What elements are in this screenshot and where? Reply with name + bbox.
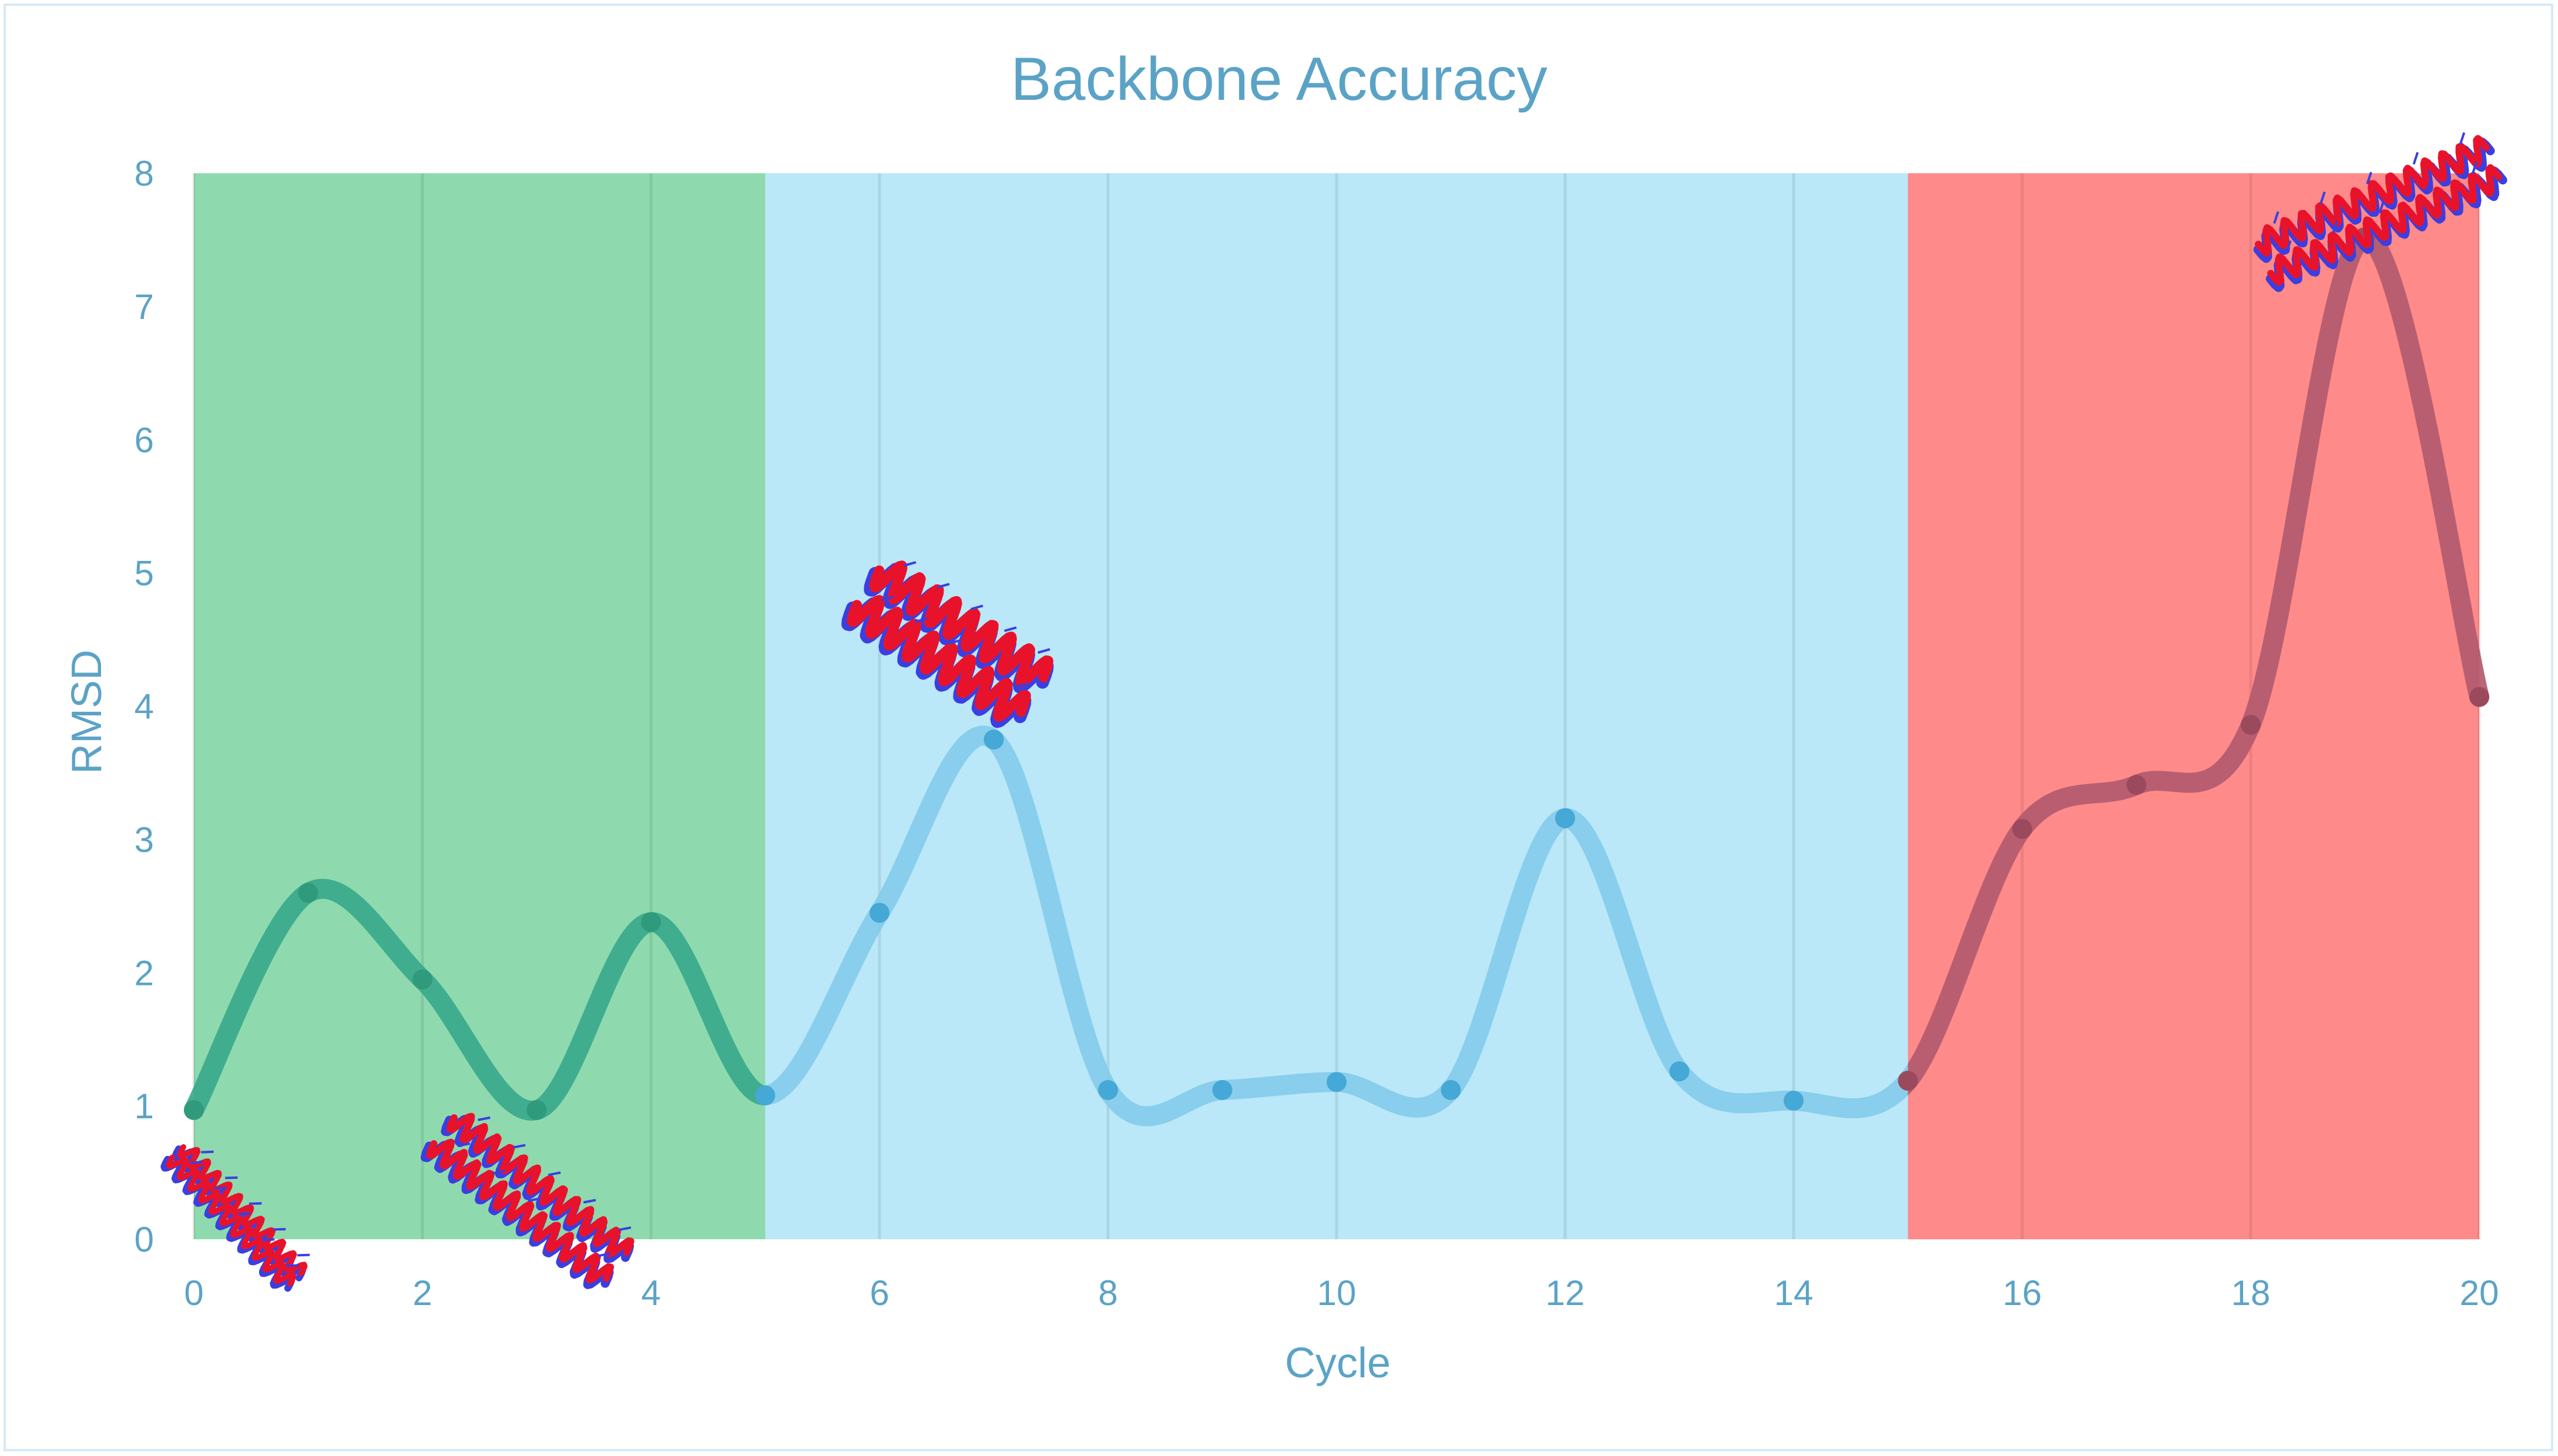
data-point-cycle-12 [1555,808,1575,829]
data-point-cycle-2 [412,969,432,990]
data-point-cycle-8 [1098,1080,1118,1100]
y-tick-label: 2 [135,953,154,993]
y-tick-label: 7 [135,287,154,327]
data-point-cycle-7 [983,729,1004,750]
data-point-cycle-3 [526,1099,547,1120]
data-point-cycle-14 [1784,1091,1804,1111]
x-tick-label: 16 [2003,1273,2042,1313]
series-line-segment-1 [765,725,1908,1127]
rmsd-series-points [184,227,2489,1120]
protein-helix-cartoon-icon [2253,132,2507,292]
series-line-segment-2 [1908,227,2489,1095]
data-point-cycle-18 [2241,715,2261,735]
y-tick-label: 4 [135,687,154,727]
y-tick-label: 3 [135,820,154,859]
data-point-cycle-4 [641,912,661,933]
data-point-cycle-16 [2012,819,2032,839]
region-band-2 [1908,173,2479,1239]
x-tick-label: 8 [1098,1273,1117,1313]
y-tick-label: 0 [135,1220,154,1259]
data-point-cycle-6 [870,903,889,923]
x-tick-label: 12 [1546,1273,1585,1313]
data-point-cycle-9 [1212,1080,1233,1100]
region-bands [194,173,2479,1239]
chart-title: Backbone Accuracy [1011,45,1547,113]
x-axis-tick-labels: 0 2 4 6 8 10 12 14 16 18 20 [184,1273,2499,1313]
y-tick-label: 8 [135,154,154,193]
series-line-segment-0 [184,879,766,1121]
protein-structure-images [160,132,2507,1292]
data-point-cycle-17 [2126,775,2147,795]
data-point-cycle-5 [755,1085,776,1105]
y-axis-tick-labels: 0 1 2 3 4 5 6 7 8 [135,154,154,1259]
y-tick-label: 1 [135,1087,154,1126]
x-tick-label: 20 [2460,1273,2499,1313]
data-point-cycle-1 [298,883,318,903]
protein-helix-cartoon-icon [160,1144,310,1292]
x-tick-label: 10 [1317,1273,1357,1313]
data-point-cycle-13 [1669,1061,1690,1082]
data-point-cycle-20 [2469,687,2489,707]
data-point-cycle-10 [1327,1072,1347,1092]
data-point-cycle-15 [1898,1071,1918,1091]
x-axis-title: Cycle [1285,1340,1391,1387]
data-point-cycle-0 [184,1099,204,1120]
y-tick-label: 6 [135,421,154,460]
x-tick-label: 6 [870,1273,889,1313]
protein-helix-cartoon-icon [841,560,1054,728]
x-tick-label: 4 [641,1273,660,1313]
x-tick-label: 14 [1774,1273,1814,1313]
x-tick-label: 0 [184,1273,203,1313]
x-tick-label: 18 [2231,1273,2271,1313]
x-tick-label: 2 [412,1273,432,1313]
protein-helix-cartoon-icon [420,1112,635,1289]
data-point-cycle-11 [1441,1080,1461,1100]
rmsd-series-line [184,227,2489,1127]
y-axis-title: RMSD [63,650,110,774]
y-tick-label: 5 [135,554,154,593]
region-band-1 [765,173,1908,1239]
